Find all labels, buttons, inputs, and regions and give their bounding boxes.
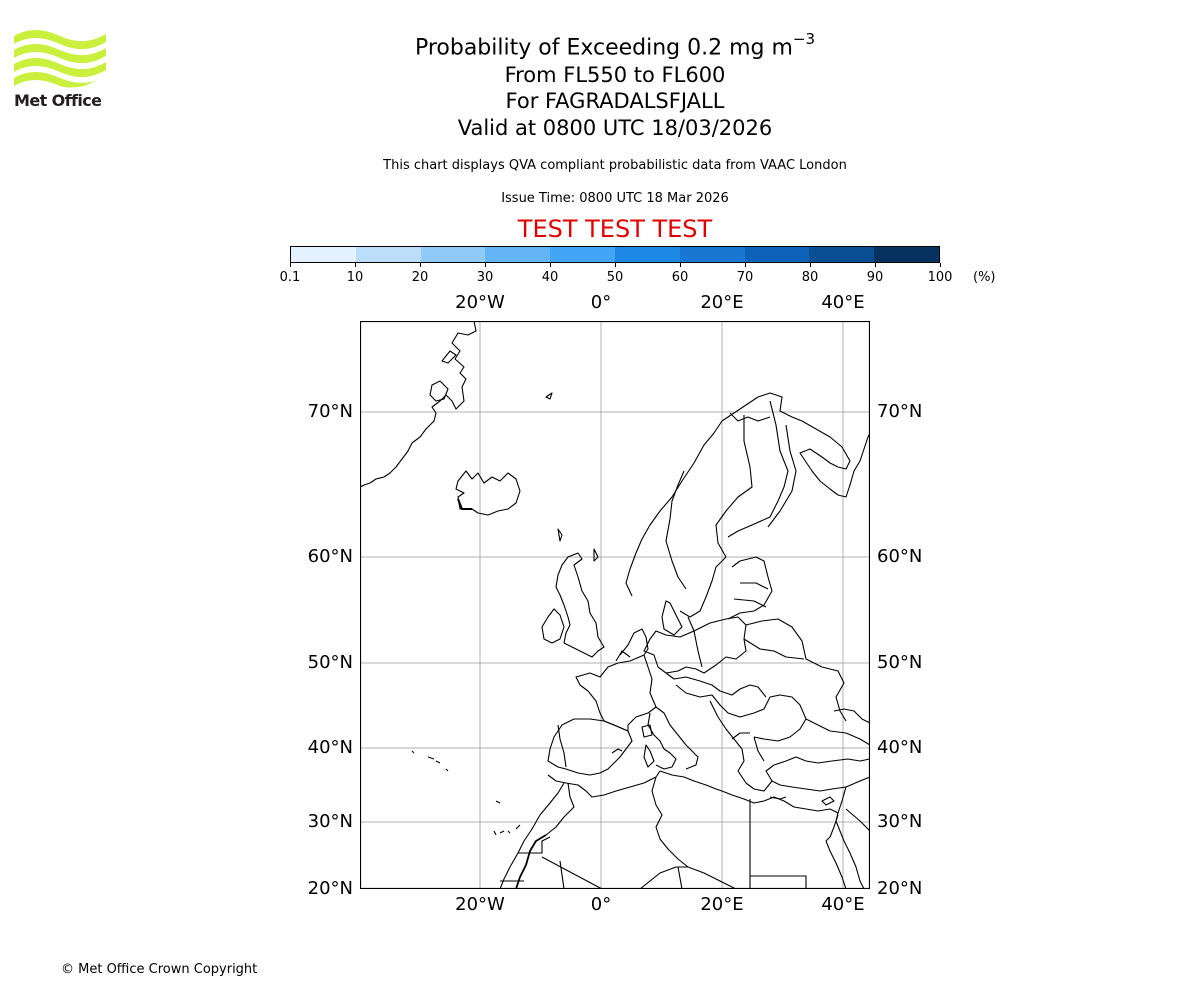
met-office-wordmark: Met Office (14, 91, 102, 110)
colorbar-tick-label: 60 (671, 270, 689, 285)
chart-title: Probability of Exceeding 0.2 mg m−3 (300, 26, 930, 63)
colorbar-segment (874, 247, 939, 262)
lon-label-top: 20°W (455, 292, 505, 313)
lat-label-left: 20°N (307, 878, 353, 899)
lon-label-top: 0° (590, 292, 612, 313)
colorbar-tick-label: 90 (866, 270, 884, 285)
lon-label-bottom: 20°E (700, 894, 744, 915)
europe-map[interactable] (360, 321, 870, 889)
lat-label-right: 60°N (877, 546, 923, 567)
lon-label-bottom: 0° (590, 894, 612, 915)
colorbar-tick (745, 263, 746, 267)
lat-label-left: 50°N (307, 652, 353, 673)
colorbar-segment (355, 247, 421, 262)
lat-label-left: 40°N (307, 737, 353, 758)
colorbar-tick (355, 263, 356, 267)
colorbar-segment (809, 247, 875, 262)
level-range: From FL550 to FL600 (504, 63, 726, 87)
colorbar-tick (940, 263, 941, 267)
colorbar-tick (810, 263, 811, 267)
lat-label-right: 70°N (877, 401, 923, 422)
colorbar-tick-label: 50 (606, 270, 624, 285)
title-text: Probability of Exceeding 0.2 mg m (414, 35, 793, 61)
copyright-notice: © Met Office Crown Copyright (61, 962, 258, 977)
colorbar-tick (875, 263, 876, 267)
lon-label-top: 40°E (821, 292, 865, 313)
colorbar-tick (485, 263, 486, 267)
test-banner: TEST TEST TEST (517, 215, 713, 243)
colorbar-tick-label: 40 (541, 270, 559, 285)
lat-label-right: 50°N (877, 652, 923, 673)
colorbar-segment (291, 247, 356, 262)
met-office-logo: Met Office (14, 30, 106, 112)
colorbar-tick-label: 100 (927, 270, 953, 285)
colorbar-tick-label: 20 (411, 270, 429, 285)
valid-time: Valid at 0800 UTC 18/03/2026 (457, 116, 773, 140)
colorbar-tick (420, 263, 421, 267)
colorbar-tick-label: 70 (736, 270, 754, 285)
lat-label-right: 30°N (877, 811, 923, 832)
colorbar-tick (290, 263, 291, 267)
colorbar-unit: (%) (973, 270, 996, 285)
lat-label-left: 30°N (307, 811, 353, 832)
lon-label-bottom: 40°E (821, 894, 865, 915)
colorbar-segment (420, 247, 486, 262)
colorbar-segment (550, 247, 615, 262)
issue-time: Issue Time: 0800 UTC 18 Mar 2026 (501, 191, 729, 206)
colorbar-segment (744, 247, 810, 262)
gridlines (360, 321, 870, 889)
map-frame (360, 321, 870, 889)
colorbar-segment (614, 247, 680, 262)
chart-description: This chart displays QVA compliant probab… (383, 158, 847, 173)
lat-label-right: 20°N (877, 878, 923, 899)
lon-label-top: 20°E (700, 292, 744, 313)
probability-colorbar (290, 246, 940, 263)
lat-label-left: 70°N (307, 401, 353, 422)
colorbar-tick (680, 263, 681, 267)
coastlines (360, 321, 870, 889)
colorbar-tick-label: 10 (346, 270, 364, 285)
colorbar-segment (679, 247, 745, 262)
colorbar-tick-label: 0.1 (279, 270, 301, 285)
title-superscript: −3 (792, 30, 816, 48)
met-office-waves-icon (14, 30, 106, 88)
colorbar-tick-label: 80 (801, 270, 819, 285)
colorbar-segment (485, 247, 551, 262)
colorbar-tick (550, 263, 551, 267)
volcano-name: For FAGRADALSFJALL (505, 89, 725, 113)
map-panel[interactable] (360, 321, 870, 889)
colorbar-tick-label: 30 (476, 270, 494, 285)
colorbar-tick (615, 263, 616, 267)
lat-label-left: 60°N (307, 546, 353, 567)
lat-label-right: 40°N (877, 737, 923, 758)
lon-label-bottom: 20°W (455, 894, 505, 915)
